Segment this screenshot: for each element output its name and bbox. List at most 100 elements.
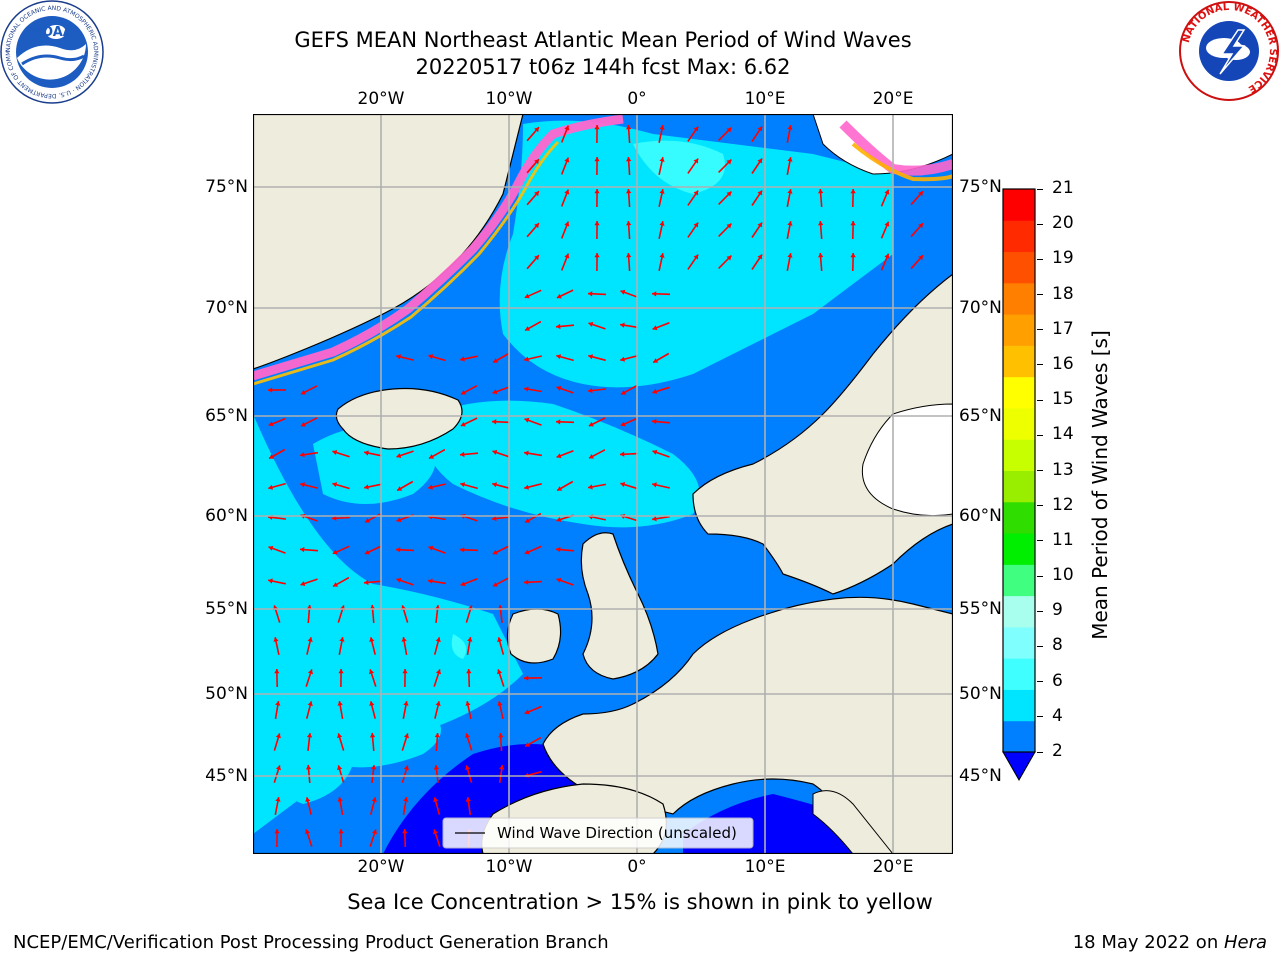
colorbar-segment — [1003, 564, 1035, 597]
wind-wave-arrowhead — [461, 389, 467, 395]
colorbar-tick-label: 12 — [1052, 494, 1074, 515]
wind-wave-arrowhead — [556, 419, 561, 425]
wind-wave-arrowhead — [403, 765, 409, 771]
wind-wave-arrowhead — [594, 125, 600, 130]
wind-wave-arrowhead — [338, 669, 344, 674]
wind-wave-arrowhead — [369, 733, 376, 738]
lon-label-bottom-10w: 10°W — [485, 857, 533, 877]
wind-wave-arrowhead — [534, 255, 539, 261]
lon-label-top-10e: 10°E — [744, 89, 786, 109]
wind-wave-arrowhead — [850, 221, 856, 226]
lat-label-left-50n: 50°N — [205, 684, 248, 704]
footer-left-credit: NCEP/EMC/Verification Post Processing Pr… — [13, 932, 609, 953]
wind-wave-arrowhead — [492, 482, 498, 488]
sea-ice-edge-outer — [253, 140, 560, 386]
wind-wave-arrowhead — [403, 701, 409, 706]
colorbar-segment — [1003, 626, 1035, 659]
colorbar-tick-label: 17 — [1052, 318, 1074, 339]
colorbar-tick-mark — [1037, 364, 1043, 366]
wind-wave-arrowhead — [757, 126, 762, 132]
wind-wave-arrowhead — [364, 549, 370, 555]
wind-wave-arrowhead — [534, 127, 539, 133]
wind-wave-arrowhead — [396, 354, 401, 360]
lat-label-right-70n: 70°N — [959, 298, 1002, 318]
wind-wave-arrowhead — [594, 189, 600, 194]
colorbar-frame — [1002, 188, 1036, 753]
wind-wave-arrowhead — [589, 453, 594, 459]
wind-wave-arrows — [267, 124, 924, 848]
wind-wave-arrowhead — [564, 253, 570, 259]
iceland-landmass — [335, 387, 463, 450]
wind-wave-arrowhead — [588, 354, 594, 360]
wind-wave-arrowhead — [465, 797, 471, 802]
wind-wave-arrowhead — [524, 675, 529, 681]
wind-wave-arrowhead — [268, 421, 274, 427]
wind-wave-arrowhead — [693, 254, 699, 260]
wind-wave-arrowhead — [757, 190, 762, 196]
colorbar-segment — [1003, 689, 1035, 722]
wind-wave-arrowhead — [364, 450, 369, 456]
noaa-logo: NATIONAL OCEANIC AND ATMOSPHERIC ADMINIS… — [0, 0, 104, 104]
wind-wave-arrowhead — [435, 669, 441, 675]
wind-wave-arrowhead — [274, 669, 280, 674]
wind-wave-arrowhead — [564, 189, 570, 195]
wind-wave-arrowhead — [564, 157, 570, 163]
wind-wave-arrowhead — [818, 189, 824, 194]
wind-wave-arrowhead — [460, 581, 466, 587]
wind-wave-arrowhead — [460, 356, 465, 362]
wind-wave-arrowhead — [460, 482, 466, 488]
lon-label-top-20w: 20°W — [357, 89, 405, 109]
wind-wave-arrowhead — [659, 125, 665, 130]
colorbar-tick-label: 4 — [1052, 705, 1063, 726]
wind-wave-arrowhead — [396, 547, 401, 553]
italy-landmass — [812, 790, 894, 854]
wind-wave-arrowhead — [884, 189, 890, 195]
wind-wave-arrowhead — [465, 765, 471, 771]
wind-wave-arrowhead — [435, 701, 441, 706]
wind-wave-arrowhead — [588, 321, 594, 327]
wind-wave-arrowhead — [884, 221, 890, 227]
colorbar — [1002, 188, 1036, 782]
colorbar-segment — [1003, 376, 1035, 409]
wind-wave-arrowhead — [369, 701, 375, 706]
wind-wave-arrowhead — [557, 486, 563, 491]
wind-wave-arrowhead — [787, 189, 793, 194]
wind-wave-arrowhead — [918, 191, 923, 197]
colorbar-tick-label: 11 — [1052, 529, 1074, 550]
colorbar-tick-label: 10 — [1052, 565, 1074, 586]
colorbar-tick-label: 16 — [1052, 353, 1074, 374]
wind-wave-arrowhead — [525, 742, 531, 747]
wind-wave-arrowhead — [337, 733, 343, 739]
colorbar-tick-mark — [1037, 399, 1043, 401]
wind-wave-arrowhead — [621, 390, 627, 395]
wind-wave-arrowhead — [492, 419, 497, 425]
wind-wave-arrowhead — [275, 765, 281, 771]
colorbar-tick-label: 6 — [1052, 670, 1063, 691]
map-legend: Wind Wave Direction (unscaled) — [442, 817, 754, 849]
wind-wave-arrowhead — [333, 582, 339, 587]
lon-label-top-20e: 20°E — [872, 89, 914, 109]
wind-wave-arrowhead — [652, 418, 657, 425]
colorbar-tick-mark — [1037, 575, 1043, 577]
wind-wave-arrowhead — [492, 389, 498, 395]
lat-label-left-65n: 65°N — [205, 406, 248, 426]
wind-wave-arrowhead — [652, 482, 657, 488]
wind-wave-arrowhead — [534, 223, 539, 229]
lon-label-bottom-10e: 10°E — [744, 857, 786, 877]
wind-wave-arrowhead — [429, 454, 435, 459]
continental-europe-landmass — [542, 596, 953, 854]
wind-wave-arrowhead — [428, 354, 434, 360]
wind-wave-arrowhead — [337, 797, 343, 802]
wind-wave-arrowhead — [620, 421, 626, 427]
nws-logo: NATIONAL WEATHER SERVICE — [1179, 1, 1279, 101]
wind-wave-arrowhead — [556, 323, 561, 330]
wind-wave-arrowhead — [884, 253, 890, 259]
wind-wave-arrowhead — [626, 125, 632, 130]
colorbar-tick-label: 14 — [1052, 424, 1074, 445]
wind-wave-arrowhead — [726, 255, 732, 261]
wind-wave-arrowhead — [497, 701, 503, 706]
wind-wave-arrowhead — [268, 578, 273, 584]
wind-wave-arrowhead — [300, 581, 306, 587]
wind-wave-arrowhead — [305, 765, 312, 770]
colorbar-tick-label: 13 — [1052, 459, 1074, 480]
